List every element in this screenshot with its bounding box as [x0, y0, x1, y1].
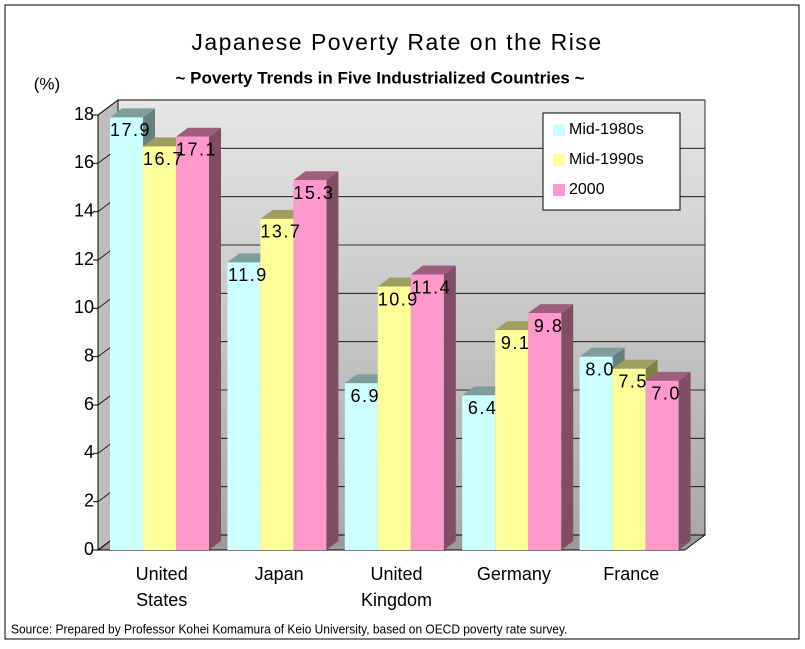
chart-title: Japanese Poverty Rate on the Rise — [191, 29, 602, 55]
bar-top — [528, 304, 574, 314]
chart-subtitle: ~ Poverty Trends in Five Industrialized … — [175, 68, 584, 87]
bar — [495, 330, 529, 550]
source-note: Source: Prepared by Professor Kohei Koma… — [11, 622, 567, 637]
legend-box — [542, 112, 681, 211]
value-label: 16.7 — [143, 149, 184, 169]
bar — [410, 274, 444, 550]
x-tick-label: United Kingdom — [361, 564, 432, 610]
bar — [143, 146, 176, 550]
x-tick-label: United States — [136, 564, 188, 610]
legend-label: Mid-1980s — [569, 121, 644, 138]
bar — [227, 262, 261, 550]
bar — [176, 136, 209, 550]
bar — [462, 395, 496, 550]
bar-top — [110, 108, 155, 118]
bar-top — [410, 265, 456, 275]
legend-swatch — [553, 124, 565, 136]
y-tick-label: 18 — [74, 104, 94, 124]
value-label: 6.4 — [468, 398, 498, 418]
value-label: 15.3 — [293, 183, 334, 203]
y-axis-label: (%) — [34, 74, 60, 93]
bar — [110, 117, 143, 551]
bar — [260, 218, 294, 550]
y-tick-label: 4 — [84, 442, 94, 462]
y-tick-label: 2 — [84, 490, 94, 510]
bar-side — [443, 265, 456, 550]
value-label: 11.9 — [228, 265, 268, 285]
x-tick-label: Japan — [255, 564, 304, 584]
bar — [528, 313, 562, 550]
bar — [344, 383, 378, 550]
bar-top — [579, 347, 625, 357]
legend-label: 2000 — [569, 181, 605, 198]
value-label: 6.9 — [351, 386, 381, 406]
value-label: 13.7 — [260, 222, 301, 242]
y-tick-label: 6 — [84, 394, 94, 414]
bar-side — [326, 171, 339, 550]
bar-top — [293, 171, 339, 181]
x-tick-label: Germany — [477, 564, 551, 584]
legend-swatch — [553, 184, 565, 196]
value-label: 7.5 — [618, 372, 648, 392]
y-tick-label: 12 — [74, 249, 94, 269]
value-label: 10.9 — [378, 289, 419, 309]
grid-line — [97, 99, 705, 116]
value-label: 11.4 — [411, 277, 451, 297]
y-tick-label: 14 — [74, 200, 94, 220]
x-tick-label: France — [603, 564, 659, 584]
bar — [293, 180, 327, 550]
y-tick-label: 0 — [84, 539, 94, 559]
bar — [645, 380, 679, 550]
value-label: 8.0 — [585, 359, 615, 379]
value-label: 9.8 — [534, 316, 564, 336]
bar — [377, 286, 411, 550]
bar-top — [612, 359, 658, 369]
value-label: 9.1 — [501, 333, 531, 353]
value-label: 7.0 — [651, 384, 681, 404]
y-tick-label: 10 — [74, 297, 94, 317]
bar-side — [678, 371, 691, 550]
y-tick-label: 8 — [84, 345, 94, 365]
bar-top — [176, 127, 221, 137]
legend-swatch — [553, 154, 565, 166]
legend-label: Mid-1990s — [569, 151, 644, 168]
bar-side — [561, 304, 574, 550]
bar — [579, 356, 613, 550]
value-label: 17.9 — [110, 120, 151, 140]
bar — [612, 368, 646, 550]
bar-top — [645, 371, 691, 381]
y-tick-label: 16 — [74, 152, 94, 172]
bar-side — [209, 127, 221, 550]
value-label: 17.1 — [176, 140, 217, 160]
